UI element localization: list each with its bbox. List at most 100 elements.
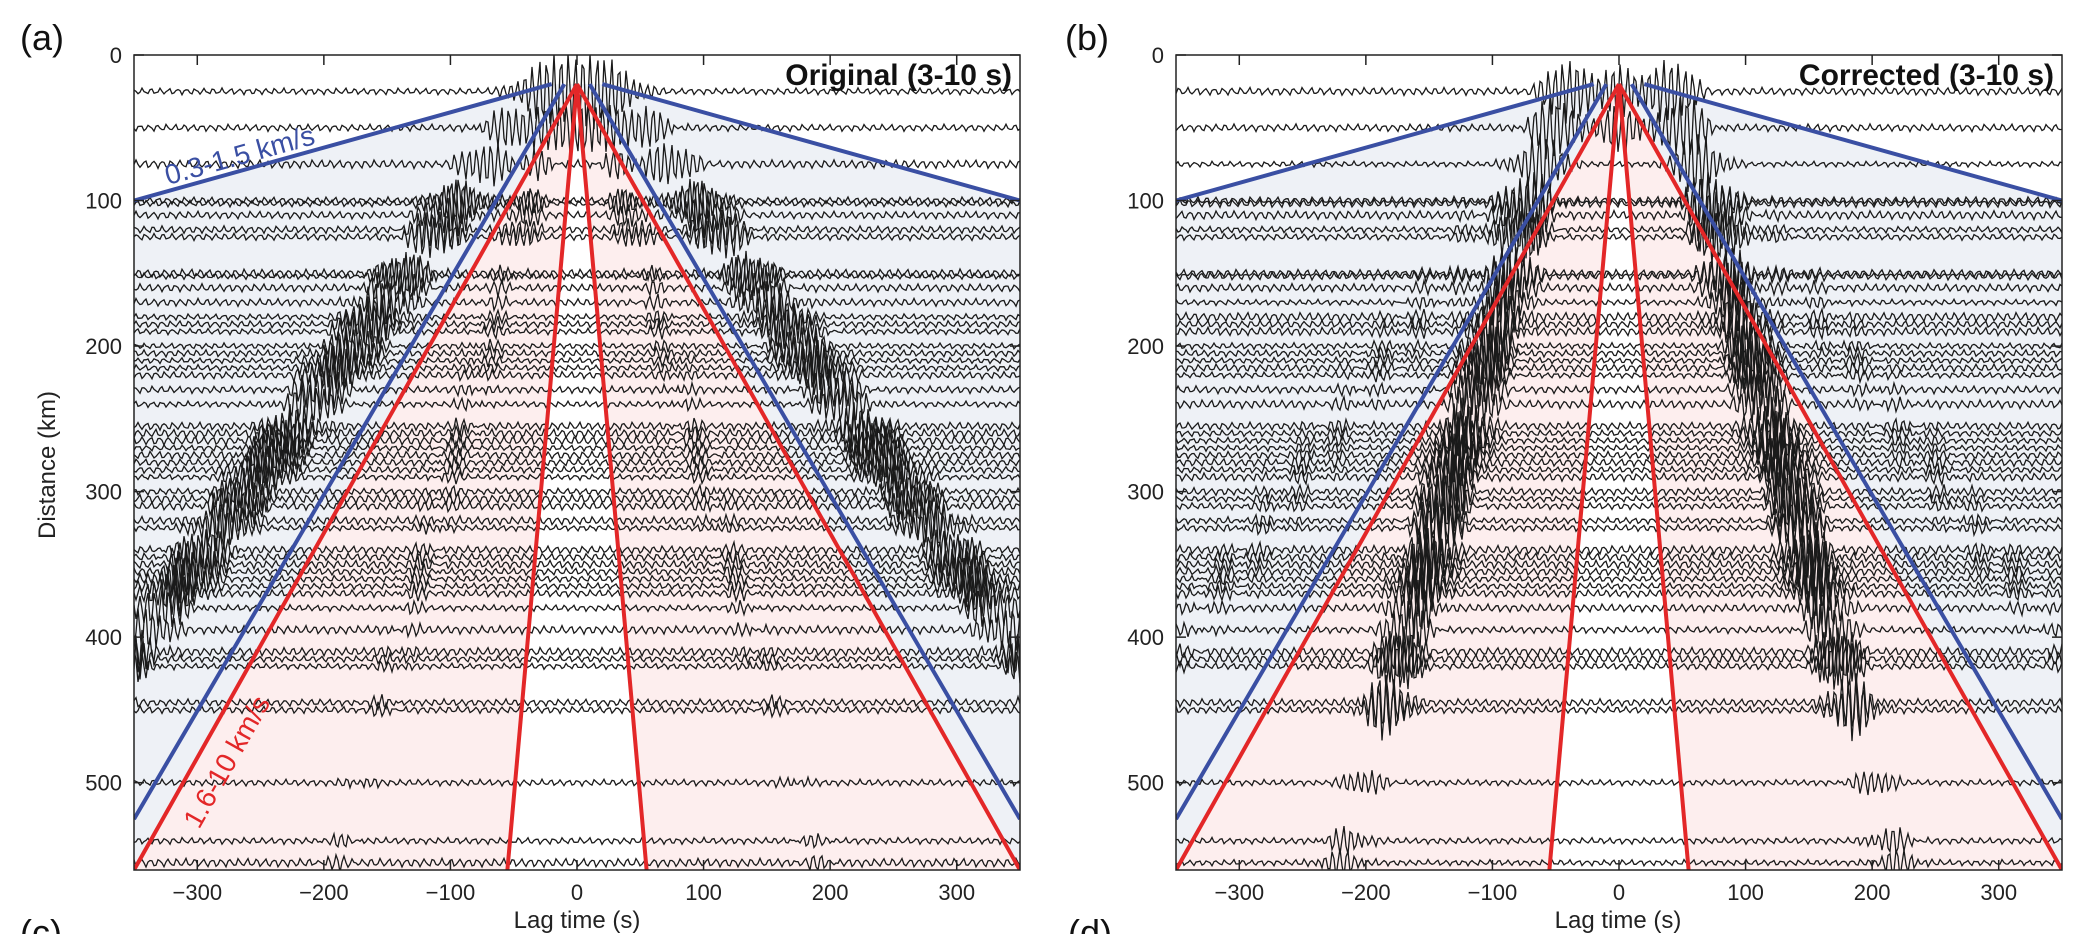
- trace-395km: [134, 608, 1020, 655]
- trace-102km: [134, 179, 1020, 227]
- xtick-label: −300: [173, 880, 223, 905]
- trace-290km: [134, 454, 1020, 499]
- trace-395km: [1176, 600, 2062, 659]
- trace-215km: [134, 345, 1020, 390]
- trace-300km: [134, 470, 1020, 515]
- blue-velocity-line-1: [601, 82, 1020, 203]
- trace-50km: [134, 99, 1020, 154]
- trace-200km: [1176, 317, 2062, 375]
- trace-280km: [1176, 432, 2062, 495]
- ytick-label: 300: [1127, 480, 1164, 505]
- ytick-label: 100: [1127, 189, 1164, 214]
- trace-360km: [134, 557, 1020, 604]
- panel-b: (b) −300 −200 −100 0 100 200 300 0 100 200 300 400 5…: [1065, 17, 2063, 934]
- trace-185km: [134, 302, 1020, 347]
- trace-215km: [1176, 340, 2062, 395]
- red-velocity-line-1: [575, 83, 1020, 870]
- trace-152km: [134, 256, 1020, 298]
- trace-450km: [1176, 679, 2062, 742]
- panel-title: Original (3-10 s): [785, 59, 1012, 92]
- trace-265km: [134, 419, 1020, 461]
- trace-410km: [134, 629, 1020, 673]
- ytick-label: 300: [85, 480, 122, 505]
- ytick-label: 400: [1127, 625, 1164, 650]
- panel-title: Corrected (3-10 s): [1799, 59, 2054, 92]
- trace-190km: [134, 311, 1020, 353]
- red-velocity-line-0: [1176, 83, 1621, 870]
- trace-420km: [134, 648, 1020, 684]
- trace-445km: [134, 693, 1020, 712]
- xtick-label: 0: [1613, 880, 1625, 905]
- xtick-label: 300: [938, 880, 975, 905]
- ytick-label: 400: [85, 625, 122, 650]
- trace-305km: [1176, 472, 2062, 526]
- trace-200km: [134, 325, 1020, 368]
- trace-345km: [1176, 528, 2062, 589]
- red-velocity-line-0: [134, 83, 579, 870]
- ytick-label: 100: [85, 189, 122, 214]
- trace-255km: [134, 402, 1020, 449]
- xtick-label: −100: [1468, 880, 1518, 905]
- trace-370km: [1176, 564, 2062, 625]
- trace-240km: [134, 382, 1020, 426]
- panel-c-label: (c): [20, 912, 62, 934]
- trace-125km: [1176, 210, 2062, 264]
- trace-110km: [134, 193, 1020, 238]
- trace-120km: [134, 209, 1020, 249]
- trace-305km: [134, 479, 1020, 521]
- trace-170km: [1176, 272, 2062, 333]
- trace-365km: [134, 564, 1020, 612]
- trace-265km: [1176, 410, 2062, 471]
- trace-150km: [1176, 247, 2062, 301]
- trace-220km: [134, 350, 1020, 399]
- xtick-label: −100: [426, 880, 476, 905]
- trace-420km: [1176, 639, 2062, 692]
- trace-125km: [134, 216, 1020, 259]
- trace-75km: [134, 143, 1020, 187]
- trace-230km: [1176, 365, 2062, 417]
- trace-152km: [1176, 249, 2062, 303]
- blue-velocity-line-1: [1643, 82, 2062, 203]
- trace-365km: [1176, 556, 2062, 617]
- xtick-label: 200: [1854, 880, 1891, 905]
- center-wedge: [1549, 84, 1689, 870]
- trace-325km: [134, 504, 1020, 552]
- trace-50km: [1176, 96, 2062, 160]
- red-velocity-line-3: [1617, 83, 1691, 870]
- trace-325km: [1176, 500, 2062, 554]
- trace-210km: [134, 338, 1020, 385]
- red-velocity-line-3: [575, 83, 649, 870]
- trace-160km: [134, 266, 1020, 308]
- panel-b-label: (b): [1065, 17, 1109, 58]
- plot-area: [134, 55, 1020, 870]
- ytick-label: 0: [110, 43, 122, 68]
- trace-185km: [1176, 296, 2062, 352]
- trace-240km: [1176, 377, 2062, 434]
- panel-a-xlabel: Lag time (s): [514, 907, 641, 934]
- panel-a-label: (a): [20, 17, 64, 58]
- trace-25km: [134, 55, 1020, 130]
- trace-285km: [1176, 440, 2062, 501]
- panel-a: (a) Distance (km) −300 −200 −100 0 100 200 300…: [20, 17, 1021, 934]
- trace-500km: [1176, 770, 2062, 796]
- panel-b-xlabel: Lag time (s): [1555, 907, 1682, 934]
- trace-340km: [134, 529, 1020, 573]
- trace-310km: [1176, 480, 2062, 533]
- xtick-label: −200: [1341, 880, 1391, 905]
- trace-190km: [1176, 301, 2062, 363]
- xtick-label: −200: [299, 880, 349, 905]
- trace-170km: [134, 281, 1020, 324]
- trace-320km: [134, 498, 1020, 543]
- trace-120km: [1176, 202, 2062, 259]
- ytick-label: 500: [1127, 771, 1164, 796]
- trace-100km: [1176, 171, 2062, 231]
- blue-velocity-line-0: [134, 82, 553, 203]
- xtick-label: 300: [1980, 880, 2017, 905]
- trace-500km: [134, 775, 1020, 790]
- trace-160km: [1176, 261, 2062, 316]
- trace-310km: [134, 485, 1020, 525]
- plot-area: [1176, 59, 2062, 870]
- trace-210km: [1176, 335, 2062, 387]
- trace-360km: [1176, 549, 2062, 611]
- blue-velocity-line-2: [1176, 83, 1609, 821]
